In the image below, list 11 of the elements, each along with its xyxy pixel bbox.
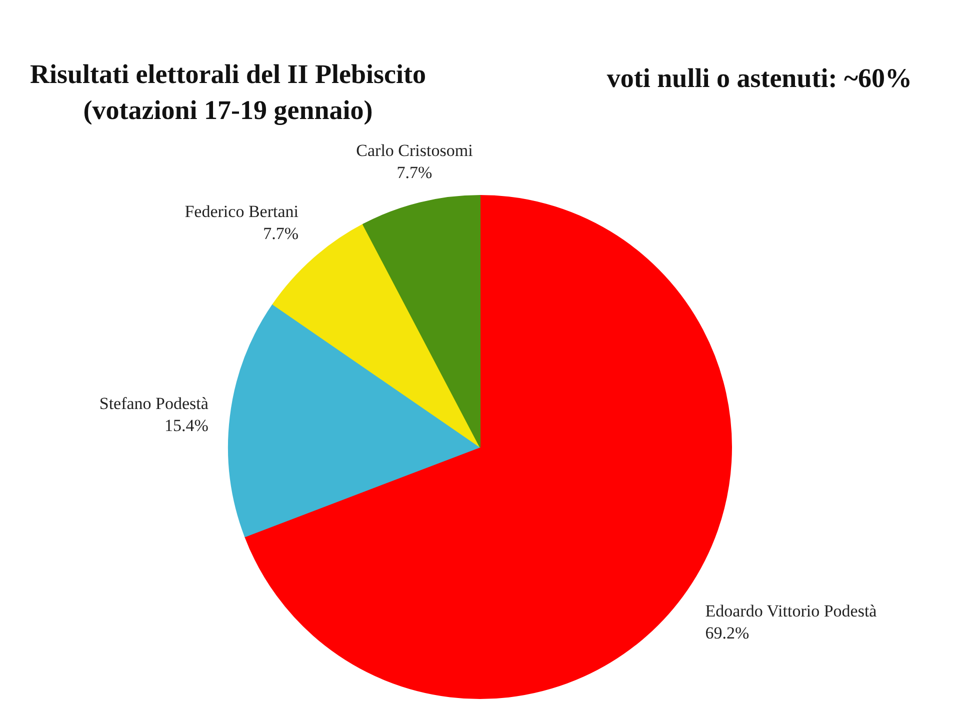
text: voti nulli o astenuti: ~60% xyxy=(606,62,912,95)
slice-label: Edoardo Vittorio Podestà xyxy=(705,602,878,621)
slice-label: Carlo Cristosomi xyxy=(356,140,474,160)
slice-label: Federico Bertani xyxy=(184,202,299,221)
data-label: 69.2% xyxy=(705,624,750,643)
data-label: 15.4% xyxy=(164,416,208,435)
data-label: 7.7% xyxy=(396,162,432,182)
slice-label: Stefano Podestà xyxy=(99,394,209,413)
data-label: 7.7% xyxy=(263,224,298,243)
chart-subtitle: (votazioni 17-19 gennaio) xyxy=(82,94,374,127)
chart-title: Risultati elettorali del II Plebiscito xyxy=(29,58,427,91)
